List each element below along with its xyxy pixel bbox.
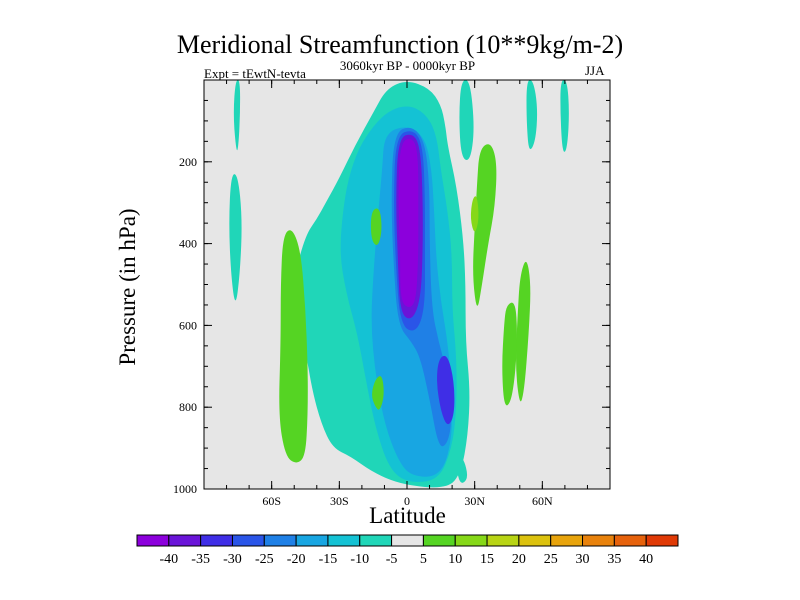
colorbar-label: -40 xyxy=(159,552,178,567)
colorbar-label: 5 xyxy=(420,552,427,567)
colorbar-label: -25 xyxy=(255,552,274,567)
y-tick-label: 1000 xyxy=(173,482,197,496)
x-tick-label: 60N xyxy=(532,494,553,508)
contour-region-5 xyxy=(502,302,517,406)
colorbar-swatch xyxy=(518,534,552,547)
experiment-label: Expt = tEwtN-tevta xyxy=(204,66,306,81)
contour-region-5 xyxy=(473,144,497,306)
colorbar-swatch xyxy=(168,534,202,547)
colorbar-swatch xyxy=(422,534,456,547)
colorbar-swatch xyxy=(454,534,488,547)
x-axis-label: Latitude xyxy=(369,503,446,528)
x-tick-label: 0 xyxy=(404,494,410,508)
y-tick-label: 600 xyxy=(179,318,197,332)
colorbar-label: 30 xyxy=(576,552,590,567)
colorbar-swatch xyxy=(295,534,329,547)
colorbar-swatch xyxy=(645,534,679,547)
colorbar-swatch xyxy=(613,534,647,547)
x-tick-label: 30N xyxy=(464,494,485,508)
colorbar-label: 35 xyxy=(607,552,621,567)
y-tick-label: 400 xyxy=(179,237,197,251)
period-label: 3060kyr BP - 0000kyr BP xyxy=(339,58,476,73)
y-tick-label: 200 xyxy=(179,155,197,169)
colorbar-swatch xyxy=(231,534,265,547)
colorbar-swatch xyxy=(136,534,170,547)
x-tick-label: 60S xyxy=(262,494,281,508)
chart-title: Meridional Streamfunction (10**9kg/m-2) xyxy=(176,30,624,59)
colorbar-swatch xyxy=(359,534,393,547)
x-tick-label: 30S xyxy=(330,494,349,508)
colorbar-label: -20 xyxy=(287,552,306,567)
contour-region--5 xyxy=(457,459,468,483)
contour-region-5 xyxy=(279,230,308,463)
season-label: JJA xyxy=(585,63,605,78)
colorbar-swatch xyxy=(391,534,424,547)
contour-region--15 xyxy=(407,429,418,456)
x-ticks: 60S 30S 0 30N 60N xyxy=(203,80,611,508)
colorbar-label: -30 xyxy=(223,552,242,567)
colorbar-label: 25 xyxy=(544,552,558,567)
contour-region--30 xyxy=(437,355,455,425)
contour-regions xyxy=(229,80,569,488)
colorbar: -40 -35 -30 -25 -20 -15 -10 -5 5 10 15 20 25 30 35 40 xyxy=(136,534,679,567)
contour-region--5 xyxy=(233,80,241,151)
contour-region-5 xyxy=(370,208,382,245)
contour-region-5 xyxy=(516,261,531,402)
y-ticks: 200 400 600 800 1000 xyxy=(173,79,610,496)
colorbar-swatch xyxy=(263,534,297,547)
colorbar-label: 20 xyxy=(512,552,526,567)
colorbar-label: 40 xyxy=(639,552,653,567)
contour-region-5 xyxy=(372,376,384,410)
colorbar-label: -15 xyxy=(319,552,338,567)
contour-region--5 xyxy=(229,174,242,301)
colorbar-label: -35 xyxy=(191,552,210,567)
contour-region--5 xyxy=(459,80,474,161)
contour-region--5 xyxy=(560,80,569,152)
colorbar-label: 10 xyxy=(448,552,462,567)
colorbar-swatch xyxy=(582,534,615,547)
contour-region--5 xyxy=(526,80,538,150)
colorbar-swatch xyxy=(327,534,361,547)
colorbar-swatch xyxy=(486,534,520,547)
y-tick-label: 800 xyxy=(179,400,197,414)
colorbar-label: -10 xyxy=(350,552,369,567)
colorbar-label: -5 xyxy=(386,552,398,567)
colorbar-swatch xyxy=(550,534,584,547)
contour-region-10 xyxy=(470,196,479,232)
colorbar-swatch xyxy=(200,534,233,547)
contour-region--40 xyxy=(398,138,419,307)
colorbar-label: 15 xyxy=(480,552,494,567)
